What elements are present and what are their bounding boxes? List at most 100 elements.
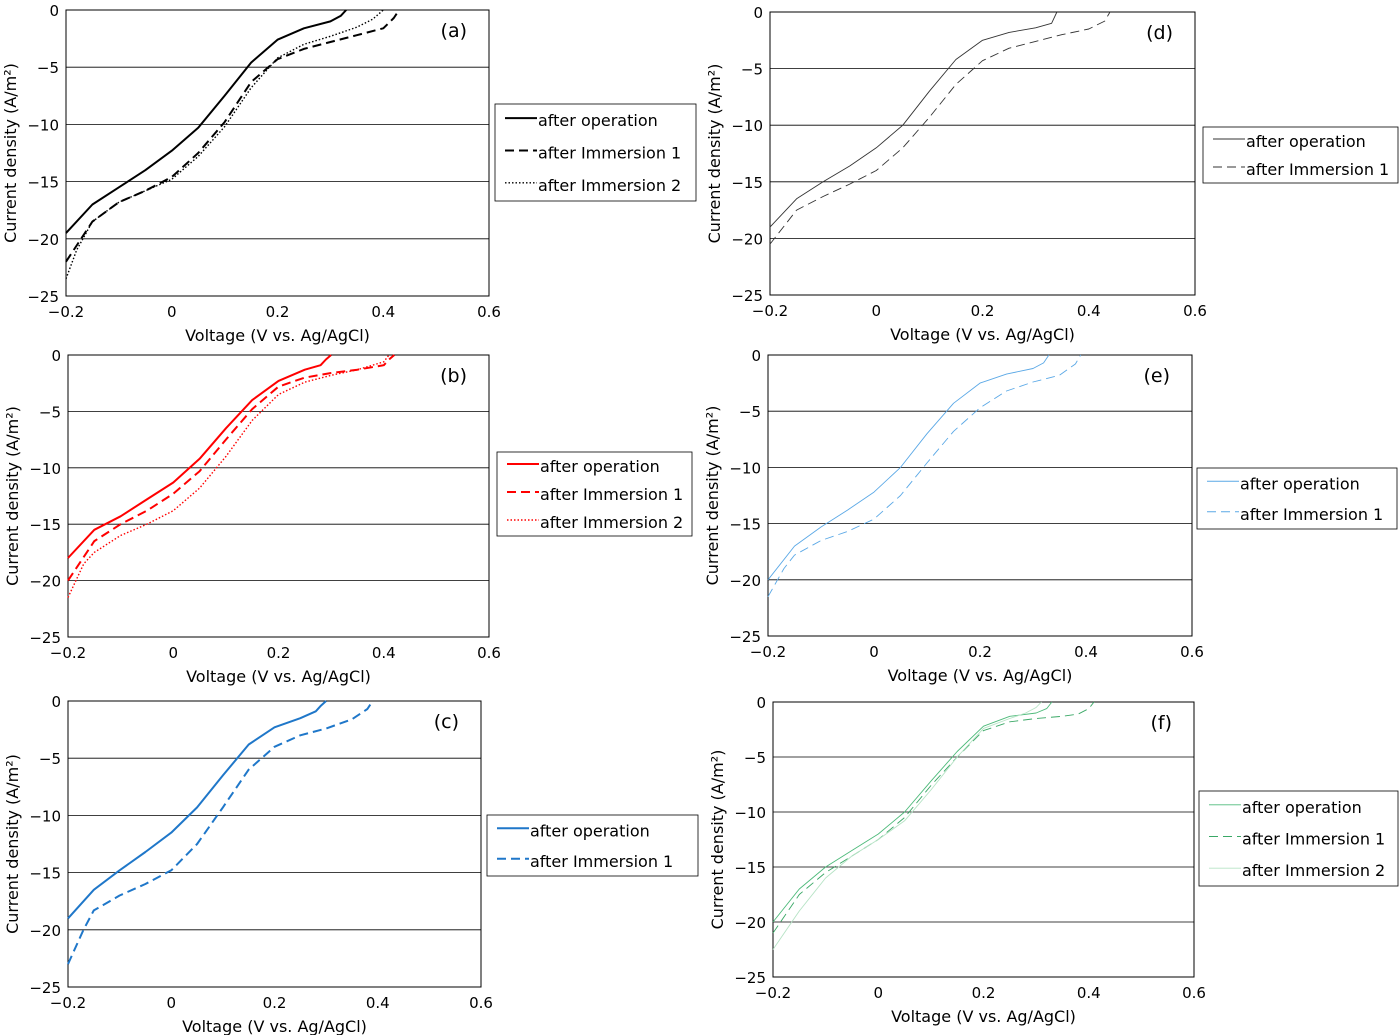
y-tick-label: −10 <box>731 117 763 135</box>
y-tick-label: −10 <box>729 459 761 477</box>
x-tick-label: 0.6 <box>477 644 501 662</box>
x-tick-label: −0.2 <box>50 994 86 1012</box>
x-axis-title: Voltage (V vs. Ag/AgCl) <box>890 325 1075 344</box>
x-axis-title: Voltage (V vs. Ag/AgCl) <box>891 1007 1076 1026</box>
x-tick-label: −0.2 <box>750 643 786 661</box>
plot-area <box>767 354 1193 637</box>
y-tick-label: −5 <box>39 750 61 768</box>
chart-panel-4: 0 −5 −10 −15 −20 −25−0.2 0 0.2 0.4 0.6 Voltage (V … <box>705 4 1399 344</box>
y-tick-label: −5 <box>739 403 761 421</box>
x-tick-label: 0.4 <box>1077 302 1101 320</box>
x-tick-label: 0.4 <box>372 644 396 662</box>
legend-entry: after Immersion 1 <box>1242 830 1385 849</box>
y-tick-label: −15 <box>734 859 766 877</box>
series-line-1 <box>772 701 1053 923</box>
panel-label: (a) <box>441 20 467 42</box>
y-axis-title: Current density (A/m²) <box>3 406 22 586</box>
series-line-1 <box>67 354 332 559</box>
y-tick-label: −15 <box>729 516 761 534</box>
y-tick-label: −25 <box>734 969 766 987</box>
x-tick-label: 0 <box>873 984 883 1002</box>
legend-entry: after Immersion 1 <box>538 144 681 163</box>
panel-label: (b) <box>440 365 467 387</box>
chart-panel-2: 0 −5 −10 −15 −20 −25−0.2 0 0.2 0.4 0.6 Voltage (V … <box>3 347 693 686</box>
legend-entry: after Immersion 2 <box>1242 861 1385 880</box>
chart-panel-5: 0 −5 −10 −15 −20 −25−0.2 0 0.2 0.4 0.6 Voltage (V … <box>703 347 1398 685</box>
x-tick-label: 0 <box>168 644 178 662</box>
y-tick-label: 0 <box>756 694 766 712</box>
legend-entry: after Immersion 1 <box>1240 505 1383 524</box>
series-line-2 <box>67 700 374 965</box>
series-line-2 <box>767 354 1082 597</box>
legend: after operation after Immersion 1 <box>1196 467 1398 530</box>
x-tick-label: 0.4 <box>1077 984 1101 1002</box>
x-tick-label: 0.2 <box>971 302 995 320</box>
series-line-1 <box>769 11 1058 228</box>
series-line-3 <box>772 701 1042 950</box>
y-tick-label: −20 <box>29 573 61 591</box>
y-tick-label: −25 <box>27 288 59 306</box>
legend-entry: after operation <box>1246 132 1366 151</box>
series-line-1 <box>67 700 327 920</box>
legend: after operation after Immersion 1 after Im… <box>1198 790 1399 887</box>
y-axis-title: Current density (A/m²) <box>705 64 724 244</box>
y-tick-label: −5 <box>744 749 766 767</box>
series-line-3 <box>65 9 384 280</box>
y-tick-label: −20 <box>27 231 59 249</box>
x-tick-label: 0.6 <box>1182 984 1206 1002</box>
legend: after operation after Immersion 1 <box>486 814 699 877</box>
y-tick-label: −15 <box>27 174 59 192</box>
y-tick-label: 0 <box>51 693 61 711</box>
legend-entry: after operation <box>530 821 650 840</box>
x-axis-title: Voltage (V vs. Ag/AgCl) <box>186 667 371 686</box>
y-tick-label: −25 <box>29 979 61 997</box>
x-tick-label: 0.6 <box>1183 302 1207 320</box>
y-tick-label: 0 <box>751 347 761 365</box>
x-tick-label: 0.2 <box>968 643 992 661</box>
y-tick-label: −20 <box>731 230 763 248</box>
panel-label: (c) <box>434 711 459 733</box>
legend-box <box>1198 790 1399 887</box>
y-tick-label: −15 <box>29 516 61 534</box>
legend-box <box>496 451 693 537</box>
x-tick-label: 0 <box>166 994 176 1012</box>
y-tick-label: −15 <box>29 865 61 883</box>
legend-entry: after Immersion 2 <box>538 176 681 195</box>
legend-entry: after Immersion 1 <box>540 485 683 504</box>
chart-panel-6: 0 −5 −10 −15 −20 −25−0.2 0 0.2 0.4 0.6 Voltage (V … <box>708 694 1399 1026</box>
y-tick-label: −25 <box>731 287 763 305</box>
legend-entry: after operation <box>1242 798 1362 817</box>
series-line-1 <box>767 354 1050 581</box>
y-tick-label: −10 <box>29 460 61 478</box>
y-tick-label: 0 <box>51 347 61 365</box>
y-tick-label: −20 <box>734 914 766 932</box>
legend-entry: after operation <box>540 457 660 476</box>
x-tick-label: 0 <box>167 303 177 321</box>
x-tick-label: 0.6 <box>469 994 493 1012</box>
x-tick-label: 0.2 <box>263 994 287 1012</box>
y-tick-label: −25 <box>29 629 61 647</box>
x-tick-label: 0.4 <box>371 303 395 321</box>
panel-label: (f) <box>1150 712 1172 734</box>
x-tick-label: 0.2 <box>972 984 996 1002</box>
legend-entry: after Immersion 1 <box>530 852 673 871</box>
y-tick-label: −10 <box>734 804 766 822</box>
x-tick-label: 0 <box>869 643 879 661</box>
plot-area <box>67 700 482 988</box>
x-tick-label: −0.2 <box>752 302 788 320</box>
x-axis-title: Voltage (V vs. Ag/AgCl) <box>182 1017 367 1035</box>
series-line-3 <box>67 354 390 598</box>
x-tick-label: −0.2 <box>50 644 86 662</box>
y-axis-title: Current density (A/m²) <box>3 754 22 934</box>
plot-area <box>67 354 490 638</box>
y-axis-title: Current density (A/m²) <box>1 63 20 243</box>
y-tick-label: −25 <box>729 628 761 646</box>
y-tick-label: −20 <box>29 922 61 940</box>
legend: after operation after Immersion 1 <box>1202 126 1399 184</box>
y-axis-title: Current density (A/m²) <box>708 750 727 930</box>
x-tick-label: 0.6 <box>1180 643 1204 661</box>
y-tick-label: −10 <box>27 116 59 134</box>
x-tick-label: 0 <box>871 302 881 320</box>
x-axis-title: Voltage (V vs. Ag/AgCl) <box>888 666 1073 685</box>
